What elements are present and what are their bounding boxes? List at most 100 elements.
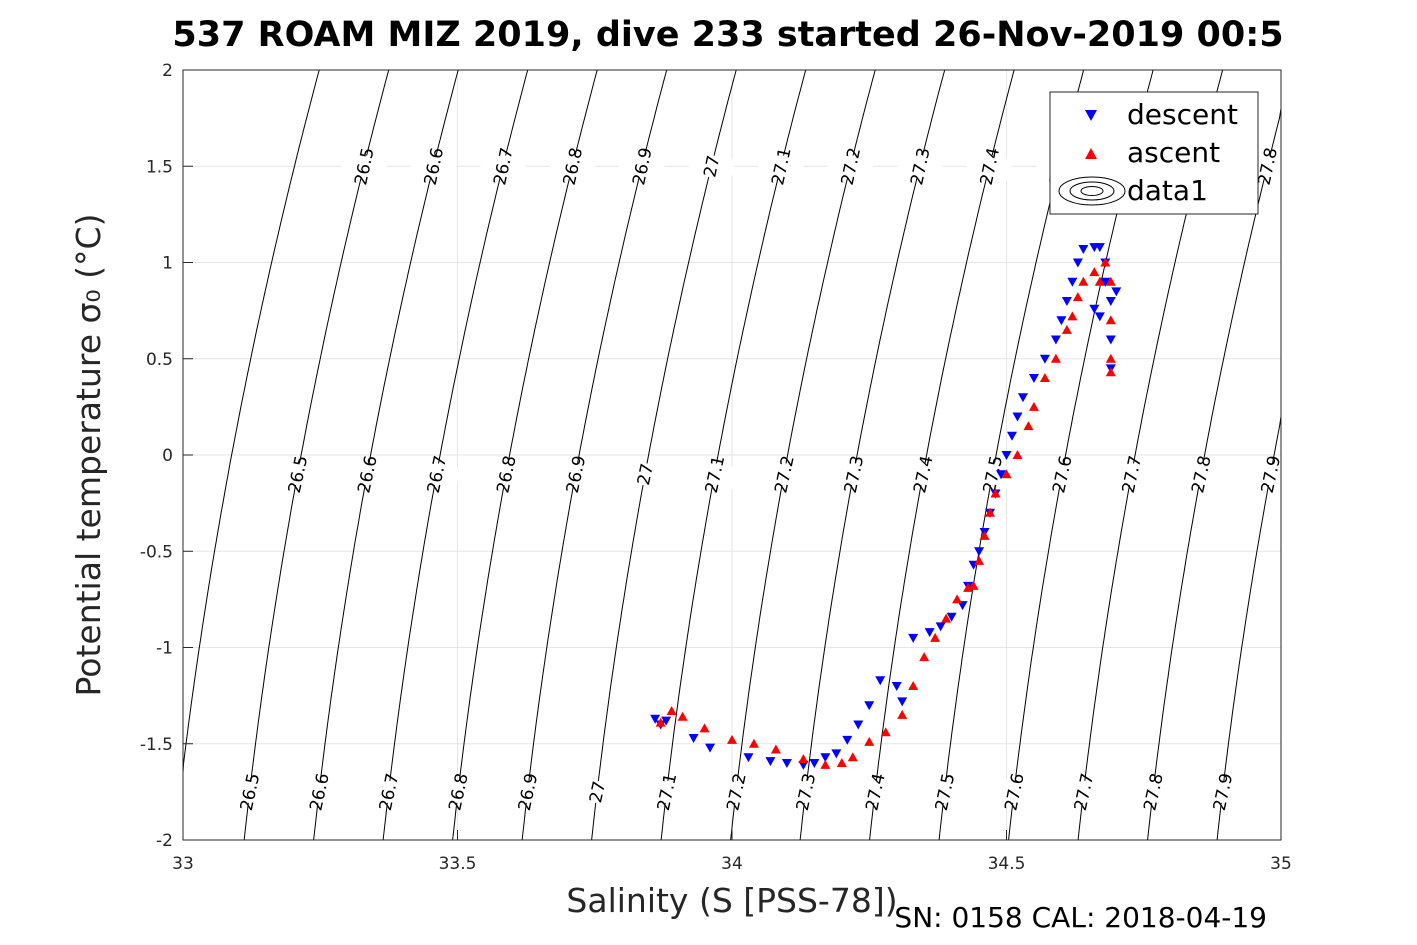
- isopycnal-label-bg: [642, 776, 691, 808]
- ascent-point: [880, 727, 891, 737]
- ascent-point: [1072, 292, 1083, 302]
- ascent-point: [1012, 450, 1023, 459]
- isopycnal-line: [521, 69, 668, 841]
- descent-point: [688, 733, 699, 743]
- descent-point: [891, 682, 902, 691]
- descent-point: [1094, 243, 1105, 253]
- x-tick-label: 33.5: [439, 854, 477, 874]
- ascent-point: [1023, 421, 1034, 431]
- ascent-point: [897, 709, 908, 719]
- ascent-point: [820, 759, 831, 769]
- descent-point: [661, 716, 672, 726]
- descent-point: [935, 622, 946, 632]
- descent-point: [1072, 258, 1083, 268]
- ascent-point: [1067, 311, 1078, 321]
- ascent-point: [990, 488, 1001, 498]
- x-tick-label: 34: [721, 854, 743, 874]
- isopycnal-label-bg: [273, 458, 322, 490]
- isopycnal-line: [452, 69, 598, 841]
- isopycnal-label-bg: [225, 776, 274, 808]
- isopycnal-label-bg: [548, 150, 597, 182]
- ascent-point: [908, 681, 919, 690]
- legend-data1-contour-icon: [1058, 176, 1126, 206]
- ascent-point: [699, 723, 710, 733]
- ascent-point: [1094, 276, 1105, 286]
- ascent-point: [1105, 353, 1116, 363]
- isopycnal-line: [799, 69, 946, 841]
- isopycnal-label-bg: [829, 458, 878, 490]
- isopycnal-label-bg: [364, 776, 413, 808]
- descent-point: [1061, 297, 1072, 306]
- ascent-point: [1100, 257, 1111, 267]
- ascent-point: [1105, 276, 1116, 286]
- ascent-point: [770, 744, 781, 754]
- chart-title: 537 ROAM MIZ 2019, dive 233 started 26-N…: [172, 15, 1283, 55]
- isopycnal-label-bg: [1246, 458, 1295, 490]
- isopycnal-line: [1216, 368, 1282, 841]
- legend-box: [1049, 91, 1259, 215]
- descent-point: [705, 743, 716, 753]
- descent-point: [1017, 393, 1028, 403]
- descent-point: [743, 753, 754, 763]
- isopycnal-label-bg: [965, 150, 1014, 182]
- isopycnal-label-bg: [826, 150, 875, 182]
- isopycnal-label-bg: [1177, 458, 1225, 490]
- isopycnal-line: [243, 69, 390, 841]
- isopycnal-label-bg: [1038, 458, 1086, 490]
- ascent-point: [864, 736, 875, 746]
- ascent-point: [836, 758, 847, 767]
- x-tick-label: 34.5: [988, 854, 1026, 874]
- descent-point: [1105, 297, 1116, 306]
- isopycnal-line: [869, 69, 1015, 841]
- descent-point: [809, 759, 820, 768]
- isopycnal-label-bg: [781, 776, 830, 808]
- isopycnal-label-bg: [920, 776, 969, 808]
- ascent-point: [979, 530, 990, 540]
- isopycnal-label-bg: [1107, 458, 1156, 490]
- ascent-point: [930, 632, 941, 642]
- ascent-point: [1028, 401, 1039, 411]
- isopycnal-label-bg: [551, 458, 600, 490]
- axes: 33 33.5 34 34.5 35 -2 -1.5 -1 -0.5 0 0.5 1 1.5 2: [140, 61, 1292, 874]
- isopycnal-label-bg: [479, 150, 527, 182]
- descent-point: [1012, 412, 1023, 422]
- isopycnal-label-bg: [573, 776, 621, 808]
- descent-point: [853, 720, 864, 730]
- descent-point: [798, 760, 809, 770]
- descent-point: [996, 470, 1007, 480]
- ascent-point: [1089, 267, 1100, 277]
- descent-point: [842, 735, 853, 745]
- ascent-point: [847, 752, 858, 762]
- y-tick-label: -0.5: [140, 542, 173, 562]
- ascent-point: [798, 754, 809, 764]
- legend-descent-label: descent: [1127, 98, 1238, 131]
- isopycnal-line: [730, 69, 876, 841]
- ascent-point: [655, 717, 666, 727]
- y-tick-label: -1.5: [140, 735, 173, 755]
- descent-point: [650, 714, 661, 724]
- isopycnal-label-bg: [343, 458, 391, 490]
- descent-point: [1028, 374, 1039, 383]
- ascent-point: [1061, 324, 1072, 334]
- descent-point: [781, 759, 792, 768]
- isopycnal-label-bg: [434, 776, 482, 808]
- ascent-point: [985, 507, 996, 517]
- descent-point: [1078, 245, 1089, 255]
- isopycnal-line: [382, 69, 529, 841]
- ascent-point: [748, 738, 759, 748]
- isopycnal-label-bg: [412, 458, 461, 490]
- descent-point: [831, 749, 842, 759]
- descent-point: [957, 601, 968, 611]
- descent-point: [1100, 277, 1111, 287]
- descent-point: [864, 701, 875, 711]
- isopycnal-label: 27: [586, 779, 610, 804]
- ascent-point: [1001, 469, 1012, 479]
- ascent-point: [968, 580, 979, 590]
- descent-point: [897, 697, 908, 707]
- descent-point: [875, 676, 886, 686]
- isopycnal-line: [591, 69, 737, 841]
- descent-point: [1067, 277, 1078, 287]
- descent-point: [1105, 335, 1116, 345]
- isopycnal-label-bg: [899, 458, 947, 490]
